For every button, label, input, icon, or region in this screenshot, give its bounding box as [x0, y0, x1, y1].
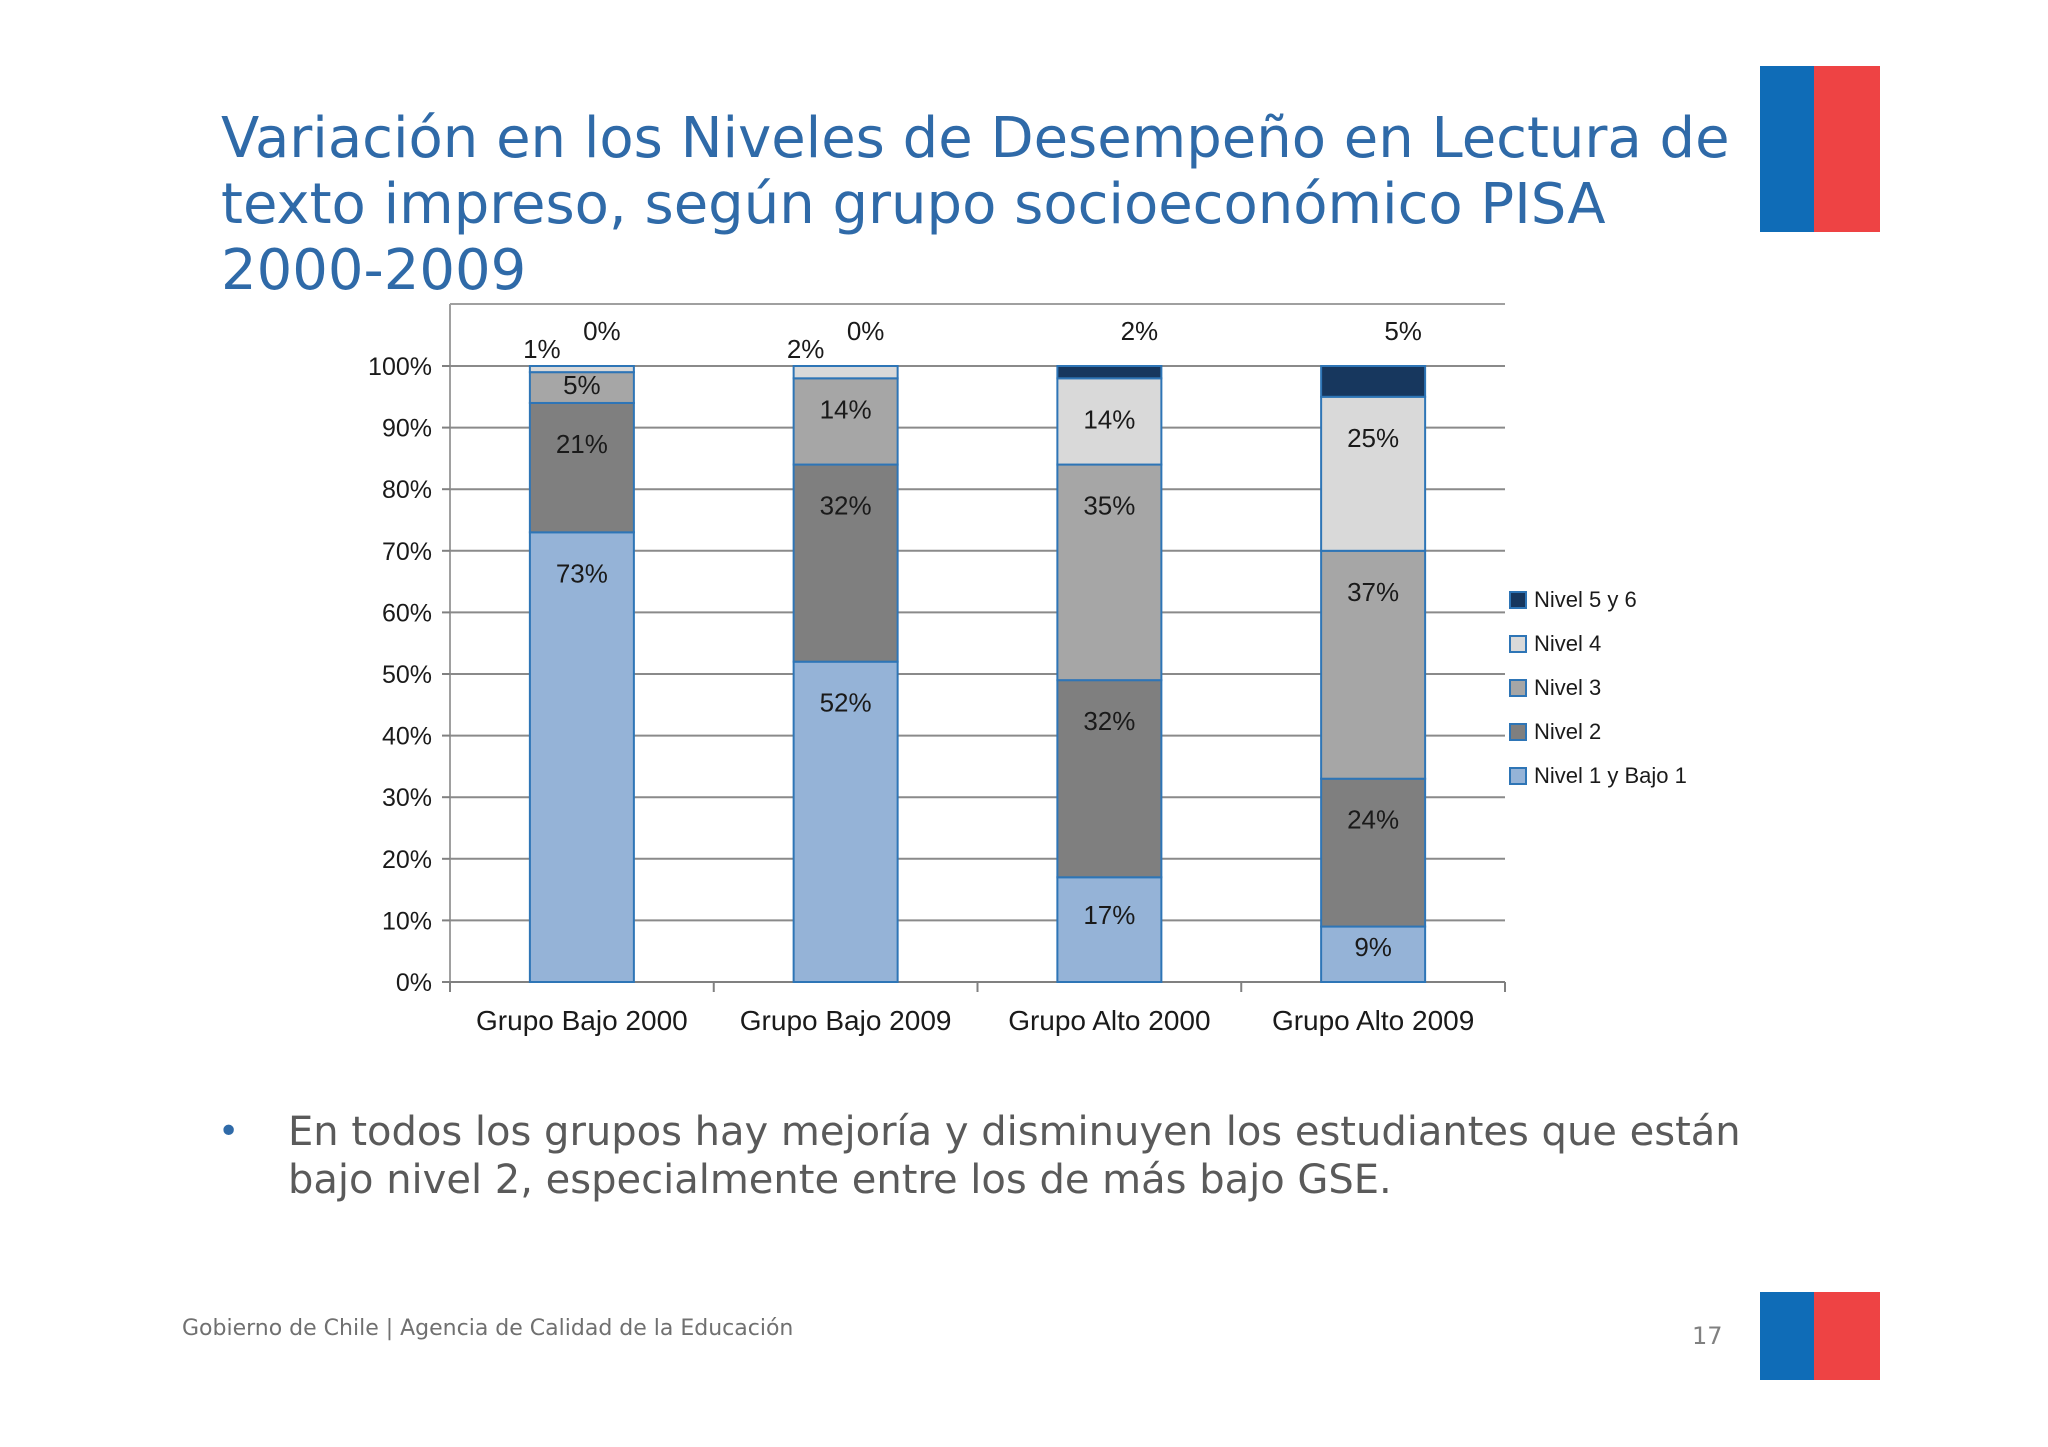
data-label: 21% [556, 429, 608, 459]
x-category-label: Grupo Bajo 2009 [740, 1005, 952, 1036]
bar-segment [528, 401, 635, 534]
data-label: 32% [820, 491, 872, 521]
bar-segment [792, 463, 899, 663]
data-label: 73% [556, 558, 608, 588]
flag-blue-stripe [1760, 66, 1814, 232]
legend-label: Nivel 4 [1534, 631, 1601, 656]
legend-label: Nivel 3 [1534, 675, 1601, 700]
bar-segment [1056, 463, 1163, 682]
data-label: 9% [1354, 932, 1392, 962]
data-label: 25% [1347, 423, 1399, 453]
data-label: 17% [1083, 900, 1135, 930]
bar-segment [1320, 365, 1427, 398]
legend-label: Nivel 1 y Bajo 1 [1534, 763, 1687, 788]
chile-flag-top [1760, 66, 1880, 232]
data-label: 0% [847, 316, 885, 346]
bar-segment [1320, 395, 1427, 552]
y-tick-label: 50% [382, 661, 432, 689]
legend-swatch [1509, 723, 1527, 741]
data-label: 1% [523, 334, 561, 364]
bar-segment [1056, 365, 1163, 380]
y-tick-label: 0% [396, 969, 432, 997]
data-label: 14% [1083, 404, 1135, 434]
legend-label: Nivel 5 y 6 [1534, 587, 1637, 612]
legend-swatch [1509, 591, 1527, 609]
data-label: 0% [583, 316, 621, 346]
data-label: 14% [820, 395, 872, 425]
data-label: 32% [1083, 706, 1135, 736]
legend-swatch [1509, 679, 1527, 697]
bar-segment [528, 531, 635, 983]
flag-red-stripe [1814, 66, 1880, 232]
y-tick-label: 20% [382, 846, 432, 874]
chile-flag-bottom [1760, 1292, 1880, 1380]
bullet-text: En todos los grupos hay mejoría y dismin… [288, 1109, 1741, 1203]
bar-segment [1320, 549, 1427, 780]
legend-label: Nivel 2 [1534, 719, 1601, 744]
page-number: 17 [1692, 1322, 1723, 1350]
bar-segment [792, 365, 899, 380]
bar-segment [1056, 876, 1163, 984]
x-category-label: Grupo Alto 2000 [1008, 1005, 1210, 1036]
y-tick-label: 90% [382, 415, 432, 443]
bar-segment [528, 371, 635, 404]
y-tick-label: 100% [368, 353, 432, 381]
stacked-bar-chart: 0% 10% 20% 30% 40% 50% 60% 70% 80% 90% 100% 73% 21% 5… [340, 290, 1740, 1050]
y-tick-label: 40% [382, 723, 432, 751]
bar-segment [1320, 925, 1427, 983]
data-label: 37% [1347, 577, 1399, 607]
y-tick-label: 10% [382, 907, 432, 935]
data-label: 2% [787, 334, 825, 364]
bar-segment [528, 365, 635, 374]
bullet-item: • En todos los grupos hay mejoría y dism… [218, 1108, 1758, 1204]
bullet-icon: • [218, 1111, 240, 1152]
legend-swatch [1509, 767, 1527, 785]
y-tick-label: 30% [382, 784, 432, 812]
y-tick-label: 70% [382, 538, 432, 566]
data-label: 35% [1083, 491, 1135, 521]
legend-swatch [1509, 635, 1527, 653]
data-label: 5% [1384, 316, 1422, 346]
data-label: 5% [563, 370, 601, 400]
flag-red-stripe [1814, 1292, 1880, 1380]
chart-svg: 0% 10% 20% 30% 40% 50% 60% 70% 80% 90% 100% 73% 21% 5… [368, 303, 1687, 1036]
flag-blue-stripe [1760, 1292, 1814, 1380]
y-tick-label: 60% [382, 599, 432, 627]
bar-segment [792, 660, 899, 983]
bar-segment [1056, 679, 1163, 879]
data-label: 52% [820, 688, 872, 718]
data-label: 24% [1347, 805, 1399, 835]
slide-title: Variación en los Niveles de Desempeño en… [221, 106, 1730, 303]
data-label: 2% [1121, 316, 1159, 346]
bar-segment [1320, 777, 1427, 928]
x-category-label: Grupo Bajo 2000 [476, 1005, 688, 1036]
x-category-label: Grupo Alto 2009 [1272, 1005, 1474, 1036]
y-tick-label: 80% [382, 476, 432, 504]
footer-text: Gobierno de Chile | Agencia de Calidad d… [182, 1316, 794, 1341]
